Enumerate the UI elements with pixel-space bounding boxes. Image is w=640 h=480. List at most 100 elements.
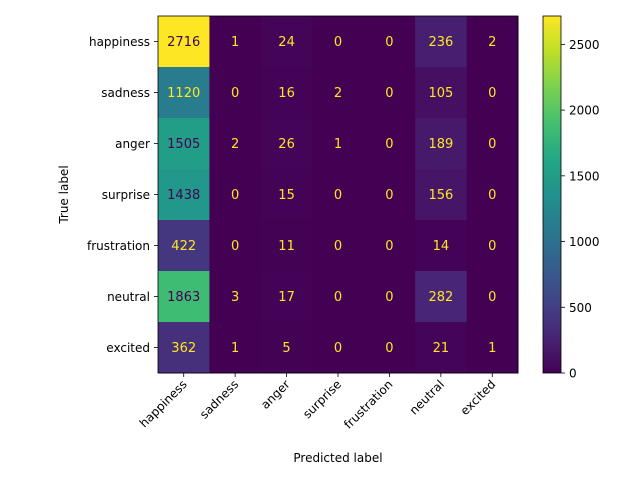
heatmap-cell bbox=[158, 220, 210, 272]
heatmap-cell bbox=[415, 16, 468, 68]
cell-value-label: 1438 bbox=[167, 188, 200, 203]
heatmap-cell bbox=[209, 322, 262, 374]
y-tick-label: neutral bbox=[107, 290, 150, 304]
cell-value-label: 2716 bbox=[167, 35, 200, 50]
cell-value-label: 189 bbox=[428, 137, 453, 152]
y-tick-label: anger bbox=[115, 137, 150, 151]
cell-value-label: 0 bbox=[334, 341, 342, 356]
heatmap-cell bbox=[158, 271, 210, 323]
cell-value-label: 0 bbox=[385, 86, 393, 101]
heatmap-cell bbox=[466, 67, 519, 119]
heatmap-cell bbox=[466, 322, 519, 374]
y-axis-ticks: happiness sadness anger surprise frustration… bbox=[87, 35, 158, 355]
x-tick-label: anger bbox=[258, 377, 293, 412]
heatmap-cell bbox=[158, 322, 210, 374]
heatmap-cell bbox=[209, 169, 262, 221]
cell-value-label: 1120 bbox=[167, 86, 200, 101]
heatmap-cell bbox=[312, 118, 365, 170]
x-axis-label: Predicted label bbox=[293, 451, 382, 465]
x-tick-label: neutral bbox=[407, 377, 447, 417]
cell-value-label: 0 bbox=[385, 341, 393, 356]
cell-value-label: 0 bbox=[488, 137, 496, 152]
heatmap-cell bbox=[363, 322, 416, 374]
heatmap-cells bbox=[158, 16, 519, 374]
heatmap-cell bbox=[466, 169, 519, 221]
cell-value-label: 15 bbox=[278, 188, 295, 203]
heatmap-cell bbox=[312, 271, 365, 323]
heatmap-cell bbox=[209, 16, 262, 68]
cell-value-label: 0 bbox=[488, 188, 496, 203]
cell-value-label: 0 bbox=[334, 239, 342, 254]
heatmap-cell bbox=[415, 322, 468, 374]
y-tick-label: sadness bbox=[101, 86, 150, 100]
heatmap-cell bbox=[466, 271, 519, 323]
heatmap-cell bbox=[260, 67, 313, 119]
cell-value-label: 0 bbox=[385, 290, 393, 305]
heatmap-cell bbox=[260, 118, 313, 170]
cell-value-label: 0 bbox=[334, 188, 342, 203]
heatmap-cell bbox=[260, 16, 313, 68]
cell-value-label: 362 bbox=[171, 341, 196, 356]
cell-value-label: 105 bbox=[428, 86, 453, 101]
heatmap-cell bbox=[466, 220, 519, 272]
heatmap-cell bbox=[260, 169, 313, 221]
heatmap-cell bbox=[415, 220, 468, 272]
cell-value-label: 2 bbox=[488, 35, 496, 50]
colorbar-tick-label: 1500 bbox=[569, 169, 600, 183]
x-tick-label: sadness bbox=[197, 377, 241, 421]
heatmap-cell bbox=[363, 169, 416, 221]
cell-value-label: 0 bbox=[231, 86, 239, 101]
cell-value-label: 2 bbox=[231, 137, 239, 152]
cell-value-label: 21 bbox=[433, 341, 450, 356]
cell-value-label: 1863 bbox=[167, 290, 200, 305]
cell-value-label: 236 bbox=[428, 35, 453, 50]
cell-value-label: 1 bbox=[231, 35, 239, 50]
colorbar-tick-label: 1000 bbox=[569, 235, 600, 249]
cell-value-label: 1 bbox=[334, 137, 342, 152]
cell-value-label: 0 bbox=[488, 239, 496, 254]
heatmap-cell bbox=[363, 118, 416, 170]
y-tick-label: frustration bbox=[87, 239, 150, 253]
heatmap-cell bbox=[363, 271, 416, 323]
colorbar-ticks: 0 500 1000 1500 2000 2500 bbox=[561, 38, 600, 381]
cell-value-label: 0 bbox=[488, 290, 496, 305]
heatmap-cell bbox=[312, 322, 365, 374]
heatmap-cell bbox=[415, 67, 468, 119]
y-tick-label: happiness bbox=[89, 35, 150, 49]
cell-value-label: 17 bbox=[278, 290, 295, 305]
cell-value-label: 1 bbox=[231, 341, 239, 356]
heatmap-cell bbox=[363, 67, 416, 119]
cell-value-label: 3 bbox=[231, 290, 239, 305]
y-tick-label: surprise bbox=[102, 188, 150, 202]
heatmap-cell bbox=[415, 118, 468, 170]
cell-value-label: 422 bbox=[171, 239, 196, 254]
cell-value-label: 5 bbox=[282, 341, 290, 356]
cell-value-label: 0 bbox=[385, 35, 393, 50]
heatmap-cell bbox=[312, 169, 365, 221]
heatmap-cell bbox=[363, 220, 416, 272]
x-tick-label: excited bbox=[458, 377, 499, 418]
colorbar-tick-label: 2000 bbox=[569, 104, 600, 118]
colorbar bbox=[542, 15, 562, 374]
x-axis-ticks: happiness sadness anger surprisefrustration… bbox=[137, 373, 499, 432]
cell-value-label: 0 bbox=[334, 290, 342, 305]
colorbar-tick-label: 500 bbox=[569, 301, 592, 315]
cell-value-label: 11 bbox=[278, 239, 295, 254]
heatmap-cell bbox=[466, 118, 519, 170]
heatmap-cell bbox=[415, 169, 468, 221]
cell-value-label: 0 bbox=[334, 35, 342, 50]
heatmap-cell bbox=[209, 271, 262, 323]
colorbar-tick-label: 0 bbox=[569, 367, 577, 381]
cell-value-label: 0 bbox=[231, 188, 239, 203]
x-tick-label: surprise bbox=[300, 377, 344, 421]
cell-value-label: 14 bbox=[433, 239, 450, 254]
x-tick-label: happiness bbox=[137, 377, 190, 430]
cell-value-label: 26 bbox=[278, 137, 295, 152]
heatmap-cell bbox=[209, 220, 262, 272]
cell-value-label: 1505 bbox=[167, 137, 200, 152]
heatmap-cell bbox=[158, 118, 210, 170]
colorbar-tick-label: 2500 bbox=[569, 38, 600, 52]
cell-value-label: 0 bbox=[385, 239, 393, 254]
